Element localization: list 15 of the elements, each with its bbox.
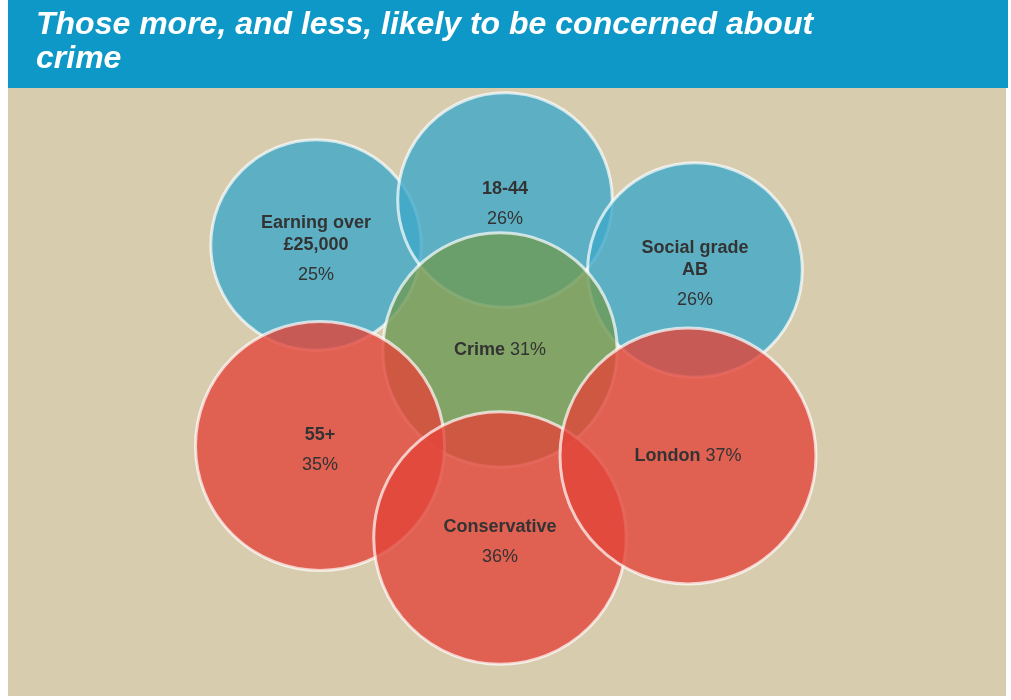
data-label: 26% bbox=[676, 288, 714, 309]
category-label: Earning over £25,000 bbox=[260, 211, 372, 254]
data-label: 36% bbox=[481, 545, 519, 566]
category-label: Conservative bbox=[443, 515, 557, 536]
data-label: 31% bbox=[510, 338, 547, 359]
data-label: 35% bbox=[301, 453, 339, 474]
category-label: London bbox=[634, 444, 706, 465]
category-label: Social grade AB bbox=[641, 236, 749, 279]
data-label: 37% bbox=[705, 444, 742, 465]
data-label: 26% bbox=[486, 207, 524, 228]
data-label: 25% bbox=[297, 263, 335, 284]
category-label: 18-44 bbox=[481, 177, 529, 198]
category-label: Crime bbox=[453, 338, 511, 359]
text: Those more, and less, likely to be concerned about crime bbox=[8, 0, 1008, 88]
category-label: 55+ bbox=[304, 423, 336, 444]
